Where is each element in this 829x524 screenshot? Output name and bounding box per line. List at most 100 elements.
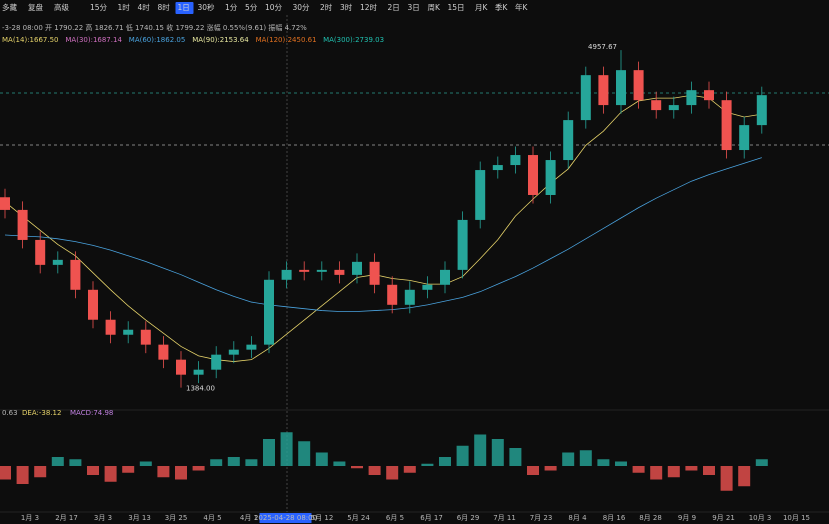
ma-line [4,157,762,312]
interval-button[interactable]: 15分 [90,3,108,12]
candle-body [299,269,310,272]
macd-bar [87,466,99,475]
macd-bar [34,466,47,478]
interval-button[interactable]: 30秒 [198,2,216,12]
macd-bar [439,457,451,466]
candle-body [404,289,415,305]
candle-body [211,354,222,370]
candle-body [123,329,134,335]
macd-bar [615,461,627,466]
macd-bar [562,452,575,466]
macd-bar [315,452,328,466]
interval-button[interactable]: 周K [428,3,441,12]
candle-body [246,344,257,350]
interval-button[interactable]: 10分 [265,3,283,12]
ma-label: MA(90):2153.64 [192,36,249,44]
x-tick-label: 4月 1 [240,514,258,522]
ma-line [4,94,762,362]
macd-bar [685,466,698,471]
candle-body [158,344,169,360]
macd-bar [175,466,187,480]
candle-body [176,359,186,375]
ma-label: MA(300):2739.03 [323,36,384,44]
interval-button[interactable]: 3时 [340,2,353,12]
macd-bar [227,457,240,466]
macd-bar [157,466,170,478]
macd-bar [0,466,11,480]
macd-bar [650,466,663,480]
x-tick-label: 9月 9 [678,514,696,522]
x-tick-label: 5月 24 [347,514,370,522]
interval-button[interactable]: 5分 [245,3,258,12]
interval-button[interactable]: 月K [475,3,488,12]
macd-bar [386,466,399,480]
x-tick-label: 1月 3 [21,514,39,522]
candle-body [545,160,556,195]
interval-button[interactable]: 1分 [225,3,238,12]
candle-body [492,165,503,171]
x-tick-label: 5月 12 [311,514,334,522]
macd-bar [16,466,29,484]
macd-bar [703,466,715,475]
interval-button[interactable]: 8时 [158,2,171,12]
candle-body [387,284,398,305]
active-interval [175,2,194,14]
macd-bar [69,459,82,466]
x-tick-label: 6月 17 [420,514,443,522]
candle-body [70,259,81,290]
crosshair-label [259,513,312,523]
x-tick-label: 6月 5 [386,514,404,522]
interval-button[interactable]: 30分 [293,3,311,12]
interval-button[interactable]: 3日 [408,3,420,12]
x-tick-label: 10月 15 [783,514,810,522]
macd-bar [192,466,205,471]
interval-button[interactable]: 2时 [320,2,333,12]
macd-bar [509,448,522,466]
candle-body [616,70,626,106]
macd-bar [263,439,275,466]
toolbar-button[interactable]: 复盘 [28,2,43,12]
candle-body [369,261,380,285]
candle-body [352,261,362,275]
interval-button[interactable]: 12时 [360,2,378,12]
macd-bar [280,432,293,466]
candle-body [440,269,450,285]
x-tick-label: 8月 16 [603,514,626,522]
macd-bar [351,466,363,469]
macd-bar [632,466,645,473]
x-tick-label: 6月 29 [457,514,480,522]
interval-button[interactable]: 年K [515,2,528,12]
candle-body [281,269,292,280]
ma-label: MA(30):1687.14 [65,36,122,44]
interval-button[interactable]: 15日 [448,3,465,12]
candle-body [88,289,98,320]
toolbar-button[interactable]: 多藏 [2,2,17,12]
macd-bar [579,450,592,466]
ma-label: MA(60):1862.05 [129,36,186,44]
interval-button[interactable]: 4时 [138,2,151,12]
macd-bar [667,466,680,478]
macd-bar [738,466,751,487]
interval-button[interactable]: 1日 [178,3,190,12]
x-tick-label: 2月 17 [55,514,78,522]
candle-body [563,120,574,161]
macd-bar [421,463,434,466]
candle-body [457,219,468,270]
macd-bar [333,461,346,466]
macd-bar [720,466,733,491]
candle-body [475,170,486,220]
x-tick-label: 3月 25 [165,514,188,522]
toolbar-button[interactable]: 高级 [54,2,69,12]
x-tick-label: 10月 3 [749,514,772,522]
macd-label: 0.63 [2,409,18,417]
interval-button[interactable]: 2日 [388,3,400,12]
info-line: -3-28 08:00 开 1790.22 高 1826.71 低 1740.1… [2,23,307,32]
candle-body [316,269,327,272]
interval-button[interactable]: 季K [495,2,508,12]
macd-bar [527,466,539,475]
x-tick-label: 7月 23 [530,514,553,522]
macd-bar [544,466,557,471]
interval-button[interactable]: 1时 [118,2,131,12]
